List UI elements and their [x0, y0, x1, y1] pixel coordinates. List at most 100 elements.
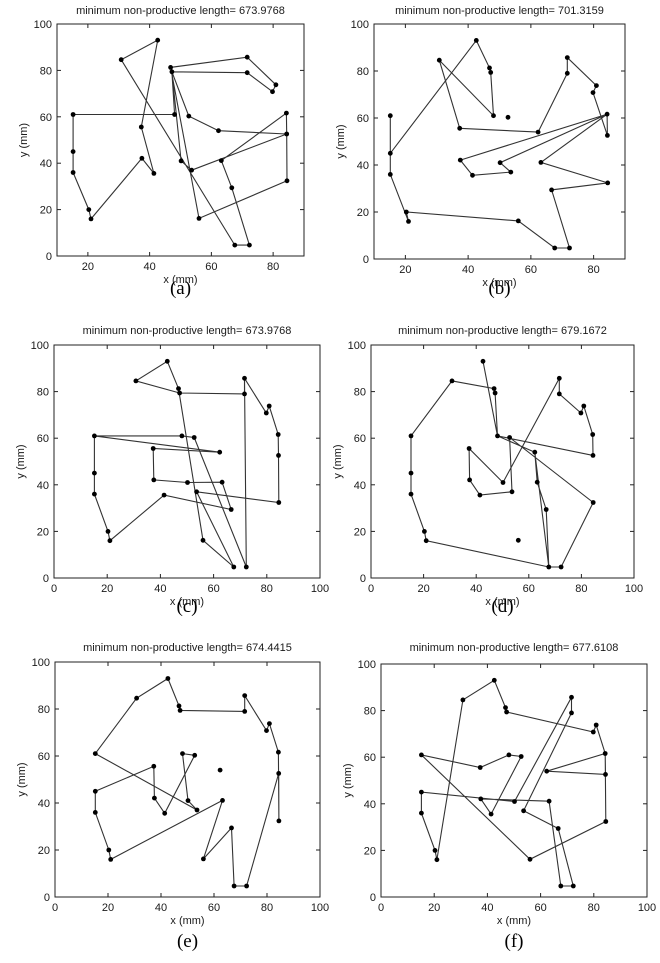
hole-point-b	[549, 187, 554, 193]
hole-point-c	[151, 477, 157, 483]
hole-point-d	[477, 492, 483, 498]
hole-point-e	[92, 751, 98, 756]
plot-frame-b	[373, 23, 626, 260]
hole-point-d	[590, 432, 596, 437]
hole-point-c	[185, 480, 190, 485]
hole-point-e	[194, 807, 200, 813]
hole-point-f	[544, 768, 550, 774]
y-axis-label-c: y (mm)	[15, 444, 27, 478]
hole-point-f	[546, 798, 552, 804]
hole-point-c	[276, 500, 282, 505]
panel-e: minimum non-productive length= 674.4415 0…	[16, 642, 329, 952]
hole-point-c	[150, 446, 156, 451]
hole-point-c	[228, 507, 234, 512]
y-tick-label-d: 20	[354, 526, 366, 538]
hole-point-f	[555, 826, 561, 831]
hole-point-a	[189, 167, 195, 173]
hole-point-b	[457, 157, 463, 163]
hole-point-e	[220, 798, 225, 803]
hole-point-b	[470, 172, 475, 178]
chart-title-a: minimum non-productive length= 673.9768	[76, 5, 285, 17]
hole-point-a	[232, 242, 238, 248]
y-axis-label-a: y (mm)	[18, 123, 30, 157]
hole-point-a	[70, 170, 76, 175]
y-tick-label-d: 0	[360, 573, 366, 585]
x-tick-label-e: 100	[311, 902, 329, 914]
chart-title-f: minimum non-productive length= 677.6108	[410, 642, 619, 654]
hole-point-c	[133, 378, 139, 384]
hole-point-a	[216, 128, 221, 134]
tour-path-a	[72, 39, 288, 246]
hole-point-b	[497, 160, 503, 166]
x-tick-label-d: 60	[523, 583, 535, 595]
y-tick-label-f: 60	[364, 752, 376, 764]
x-tick-label-e: 20	[102, 902, 114, 914]
x-tick-label-a: 20	[82, 261, 94, 273]
hole-point-a	[270, 89, 275, 95]
y-tick-label-f: 0	[370, 892, 376, 904]
x-tick-label-b: 20	[399, 264, 411, 276]
hole-point-d	[495, 433, 500, 439]
hole-point-e	[177, 708, 183, 713]
hole-point-b	[552, 245, 558, 251]
hole-point-b	[590, 90, 596, 95]
hole-point-c	[231, 564, 237, 570]
panel-d: minimum non-productive length= 679.1672 0…	[332, 325, 643, 617]
hole-point-d	[556, 375, 562, 381]
hole-point-f	[558, 883, 564, 889]
y-tick-label-d: 60	[354, 433, 366, 445]
y-tick-label-e: 40	[38, 798, 50, 810]
hole-point-e	[276, 771, 282, 776]
plot-frame-c	[53, 344, 321, 579]
hole-point-a	[218, 158, 224, 164]
y-tick-label-a: 0	[46, 251, 52, 263]
hole-point-d	[507, 435, 512, 440]
hole-point-b	[594, 83, 599, 88]
hole-point-a	[284, 110, 289, 116]
hole-point-b	[488, 70, 494, 75]
hole-point-e	[229, 825, 234, 831]
hole-point-e	[92, 810, 98, 815]
x-tick-label-e: 80	[261, 902, 273, 914]
hole-point-b	[604, 111, 610, 117]
y-tick-label-f: 20	[364, 845, 376, 857]
hole-point-f	[460, 697, 466, 703]
hole-point-c	[105, 529, 111, 534]
y-axis-label-e: y (mm)	[16, 762, 28, 796]
hole-point-a	[284, 178, 290, 184]
hole-point-b	[605, 180, 611, 186]
hole-point-a	[244, 54, 250, 60]
y-tick-label-c: 100	[31, 340, 49, 352]
hole-point-c	[242, 375, 247, 381]
x-tick-label-f: 0	[378, 902, 384, 914]
hole-point-f	[593, 722, 599, 728]
x-axis-label-f: x (mm)	[497, 915, 531, 927]
x-tick-label-b: 40	[462, 264, 474, 276]
hole-point-a	[169, 69, 175, 75]
hole-point-d	[546, 564, 552, 570]
hole-point-d	[558, 564, 564, 570]
x-tick-label-c: 60	[207, 583, 219, 595]
x-axis-label-c: x (mm)	[170, 596, 204, 608]
y-tick-label-b: 40	[357, 160, 369, 172]
hole-point-c	[275, 432, 281, 437]
hole-point-f	[570, 883, 576, 889]
hole-point-b	[538, 160, 544, 165]
hole-point-e	[201, 856, 206, 862]
y-tick-label-b: 80	[357, 66, 369, 78]
x-tick-label-e: 60	[208, 902, 220, 914]
hole-point-f	[569, 694, 574, 700]
hole-point-c	[107, 538, 113, 544]
hole-point-a	[118, 57, 124, 63]
x-tick-label-e: 40	[155, 902, 167, 914]
hole-point-f	[521, 808, 526, 814]
hole-point-b	[515, 218, 521, 224]
hole-point-d	[466, 446, 472, 451]
panel-f: minimum non-productive length= 677.6108 0…	[342, 642, 656, 952]
x-tick-label-c: 20	[101, 583, 113, 595]
hole-point-f	[419, 752, 424, 758]
hole-point-d	[509, 489, 515, 495]
hole-point-d	[449, 378, 455, 384]
panel-a: minimum non-productive length= 673.9768 2…	[18, 5, 305, 299]
x-tick-label-a: 60	[205, 261, 217, 273]
